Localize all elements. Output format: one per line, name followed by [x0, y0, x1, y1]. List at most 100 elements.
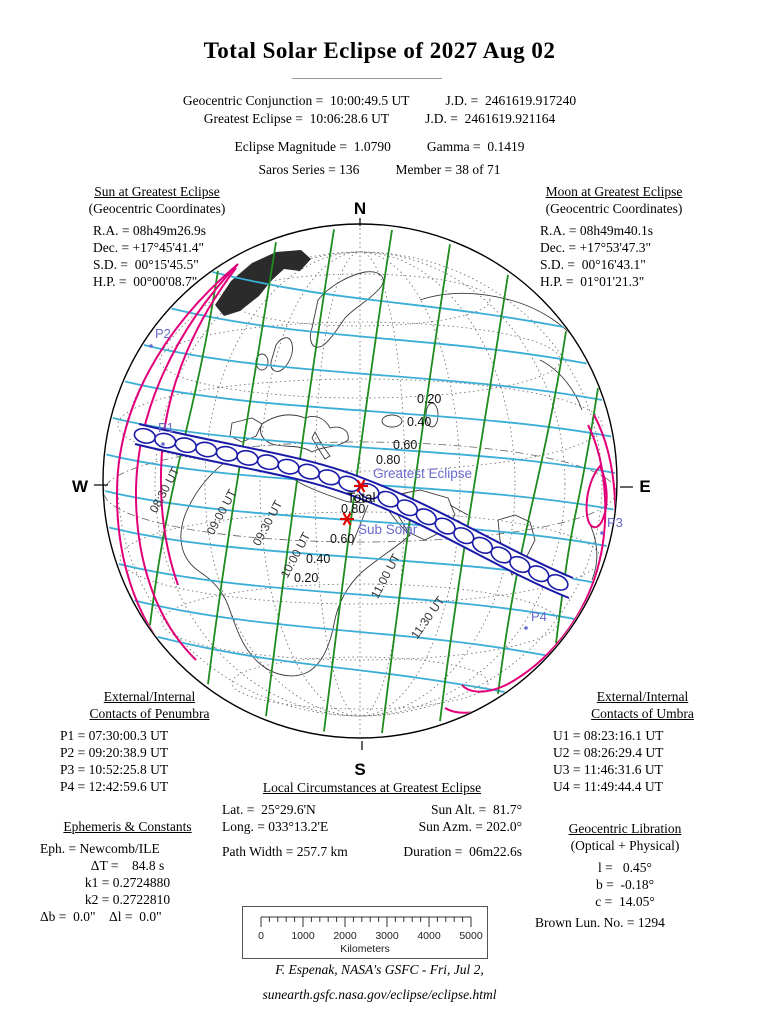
title-underline [292, 78, 442, 79]
svg-text:0: 0 [258, 930, 264, 942]
svg-text:5000: 5000 [459, 930, 483, 942]
greatest-eclipse-label: Greatest Eclipse [373, 466, 472, 481]
libration-subtitle: (Optical + Physical) [570, 838, 680, 853]
eclipse-magnitude: Eclipse Magnitude = 1.0790 [234, 139, 391, 154]
penumbra-p2: P2 = 09:20:38.9 UT [60, 745, 169, 760]
local-title: Local Circumstances at Greatest Eclipse [262, 780, 482, 795]
moon-coordinates-block: Moon at Greatest Eclipse (Geocentric Coo… [510, 183, 718, 290]
mag-south-020: 0.20 [294, 571, 318, 585]
mag-south-040: 0.40 [306, 552, 330, 566]
sub-solar-marker [340, 512, 354, 526]
ephemeris-block: Ephemeris & Constants Eph. = Newcomb/ILE… [40, 818, 215, 925]
compass-ticks [94, 218, 633, 750]
penumbra-p4: P4 = 12:42:59.6 UT [60, 779, 169, 794]
moon-ra: R.A. = 08h49m40.1s [540, 223, 653, 238]
mag-south-080: 0.80 [341, 502, 365, 516]
greatest-jd: J.D. = 2461619.921164 [425, 111, 556, 126]
penumbra-contacts-block: External/Internal Contacts of Penumbra P… [52, 688, 247, 795]
p2-label: P2 [155, 326, 171, 341]
ephemeris-db-dl: Δb = 0.0" Δl = 0.0" [40, 909, 162, 924]
page-title: Total Solar Eclipse of 2027 Aug 02 [203, 38, 556, 63]
p1-label: P1 [158, 420, 174, 435]
penumbra-title-1: External/Internal [103, 689, 196, 704]
ephemeris-k2: k2 = 0.2722810 [84, 892, 171, 907]
total-label: Total [347, 490, 376, 505]
west-label: W [72, 477, 89, 496]
libration-block: Geocentric Libration (Optical + Physical… [535, 820, 715, 931]
mag-north-020: 0.20 [417, 392, 441, 406]
local-duration: Duration = 06m22.6s [403, 844, 522, 859]
contact-point-dots [149, 344, 604, 630]
sun-dec: Dec. = +17°45'41.4" [93, 240, 205, 255]
scale-numbers: 0 1000 2000 3000 4000 5000 [258, 930, 483, 942]
mag-south-060: 0.60 [330, 532, 354, 546]
local-circumstances-block: Local Circumstances at Greatest Eclipse … [222, 779, 522, 860]
svg-text:2000: 2000 [333, 930, 357, 942]
umbra-u3: U3 = 11:46:31.6 UT [553, 762, 663, 777]
local-long: Long. = 033°13.2'E [222, 819, 329, 834]
umbra-u1: U1 = 08:23:16.1 UT [553, 728, 664, 743]
local-lat: Lat. = 25°29.6'N [222, 802, 316, 817]
time-curves [149, 229, 599, 734]
east-label: E [639, 477, 650, 496]
moon-block-title: Moon at Greatest Eclipse [545, 184, 683, 199]
svg-text:1000: 1000 [291, 930, 315, 942]
north-label: N [354, 199, 366, 218]
eclipse-globe-map: N S W E P1 P2 P3 P4 Greatest Eclipse Tot… [72, 199, 651, 779]
header-row-saros: Saros Series = 136 Member = 38 of 71 [0, 162, 759, 178]
moon-dec: Dec. = +17°53'47.3" [540, 240, 652, 255]
umbra-title-2: Contacts of Umbra [591, 706, 694, 721]
brown-lunation-number: Brown Lun. No. = 1294 [535, 915, 665, 930]
conjunction-jd: J.D. = 2461619.917240 [445, 93, 577, 108]
local-sun-alt: Sun Alt. = 81.7° [430, 802, 522, 817]
ephemeris-title: Ephemeris & Constants [63, 819, 192, 834]
sun-coordinates-block: Sun at Greatest Eclipse (Geocentric Coor… [53, 183, 261, 290]
credit-line: F. Espenak, NASA's GSFC - Fri, Jul 2, [275, 962, 484, 977]
mag-north-040: 0.40 [407, 415, 431, 429]
moon-sd: S.D. = 00°16'43.1" [540, 257, 646, 272]
scale-bar-ruler: 0 1000 2000 3000 4000 5000 Kilometers [258, 916, 483, 955]
ephemeris-eph: Eph. = Newcomb/ILE [40, 841, 160, 856]
libration-l: l = 0.45° [598, 860, 652, 875]
moon-shadow-outlines [133, 427, 569, 591]
gamma: Gamma = 0.1419 [426, 139, 525, 154]
moon-hp: H.P. = 01°01'21.3" [540, 274, 645, 289]
penumbra-p1: P1 = 07:30:00.3 UT [60, 728, 169, 743]
svg-text:4000: 4000 [417, 930, 441, 942]
saros-series: Saros Series = 136 [258, 162, 360, 177]
sun-block-subtitle: (Geocentric Coordinates) [88, 201, 226, 216]
conjunction-time: Geocentric Conjunction = 10:00:49.5 UT [182, 93, 410, 108]
umbra-u2: U2 = 08:26:29.4 UT [553, 745, 664, 760]
scale-bar: 0 1000 2000 3000 4000 5000 Kilometers [242, 906, 488, 959]
libration-b: b = -0.18° [595, 877, 654, 892]
sun-hp: H.P. = 00°00'08.7" [93, 274, 198, 289]
umbra-u4: U4 = 11:49:44.4 UT [553, 779, 663, 794]
penumbra-p3: P3 = 10:52:25.8 UT [60, 762, 169, 777]
saros-member: Member = 38 of 71 [395, 162, 501, 177]
ephemeris-dt: ΔT = 84.8 s [90, 858, 165, 873]
scale-tick-marks [260, 916, 472, 927]
credit-url: sunearth.gsfc.nasa.gov/eclipse/eclipse.h… [262, 987, 497, 1002]
mag-north-060: 0.60 [393, 438, 417, 452]
local-path-width: Path Width = 257.7 km [222, 844, 348, 859]
south-label: S [354, 760, 365, 779]
sun-block-title: Sun at Greatest Eclipse [94, 184, 220, 199]
greatest-eclipse-marker [354, 479, 368, 493]
p3-label: P3 [607, 515, 623, 530]
umbra-contacts-block: External/Internal Contacts of Umbra U1 =… [545, 688, 740, 795]
penumbra-title-2: Contacts of Penumbra [89, 706, 210, 721]
scale-unit-label: Kilometers [340, 943, 390, 955]
libration-title: Geocentric Libration [568, 821, 682, 836]
libration-c: c = 14.05° [595, 894, 655, 909]
ephemeris-k1: k1 = 0.2724880 [84, 875, 171, 890]
sub-solar-label: Sub Solar [358, 522, 418, 537]
umbra-path-band [133, 423, 574, 599]
p4-label: P4 [531, 609, 547, 624]
header-row-greatest: Greatest Eclipse = 10:06:28.6 UT J.D. = … [0, 111, 759, 127]
umbra-title-1: External/Internal [596, 689, 689, 704]
sun-sd: S.D. = 00°15'45.5" [93, 257, 199, 272]
svg-text:3000: 3000 [375, 930, 399, 942]
greatest-time: Greatest Eclipse = 10:06:28.6 UT [203, 111, 390, 126]
mag-north-080: 0.80 [376, 453, 400, 467]
